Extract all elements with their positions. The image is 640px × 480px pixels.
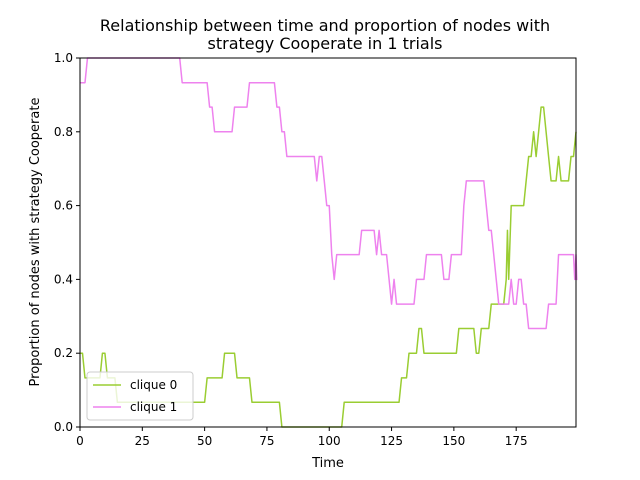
plot-area-frame — [79, 57, 577, 428]
x-tick-label: 0 — [76, 434, 84, 448]
y-tick-label: 0.6 — [54, 199, 73, 213]
series-line-clique-1 — [80, 57, 578, 330]
x-tick-label: 175 — [505, 434, 528, 448]
chart-title-line1: Relationship between time and proportion… — [100, 16, 550, 35]
x-tick-label: 50 — [197, 434, 212, 448]
x-tick-label: 150 — [442, 434, 465, 448]
y-axis-label: Proportion of nodes with strategy Cooper… — [28, 98, 43, 387]
legend: clique 0 clique 1 — [86, 371, 194, 421]
x-axis: 0 25 50 75 100 125 150 175 — [76, 427, 528, 448]
x-axis-label: Time — [311, 456, 344, 471]
y-tick-label: 1.0 — [54, 51, 73, 65]
x-tick-label: 75 — [259, 434, 274, 448]
x-tick-label: 25 — [135, 434, 150, 448]
y-axis: 0.0 0.2 0.4 0.6 0.8 1.0 — [54, 51, 80, 434]
y-tick-label: 0.4 — [54, 272, 73, 286]
chart-title-line2: strategy Cooperate in 1 trials — [208, 34, 443, 53]
x-tick-label: 100 — [318, 434, 341, 448]
legend-label-clique-1: clique 1 — [130, 400, 177, 414]
y-tick-label: 0.8 — [54, 125, 73, 139]
y-tick-label: 0.0 — [54, 420, 73, 434]
y-tick-label: 0.2 — [54, 346, 73, 360]
legend-box — [86, 371, 194, 421]
x-tick-label: 125 — [380, 434, 403, 448]
legend-label-clique-0: clique 0 — [130, 378, 177, 392]
